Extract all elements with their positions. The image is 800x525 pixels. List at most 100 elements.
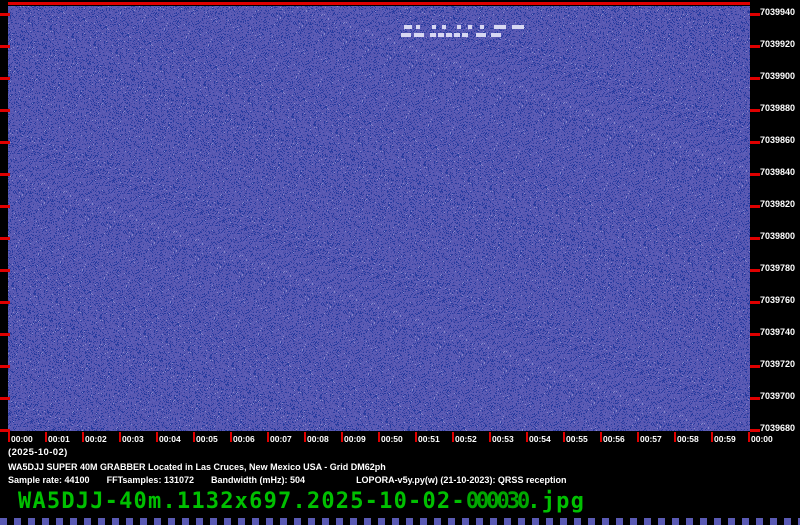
station-info-line: WA5DJJ SUPER 40M GRABBER Located in Las … <box>8 462 386 472</box>
time-label: 00:09 <box>344 434 366 444</box>
frequency-tick-right <box>750 109 760 112</box>
time-label: 00:00 <box>751 434 773 444</box>
frequency-tick-left <box>0 77 10 80</box>
software-version-label: LOPORA-v5y.py(w) (21-10-2023): QRSS rece… <box>356 475 567 485</box>
filename-extension: .jpg <box>527 489 586 514</box>
time-label: 00:54 <box>529 434 551 444</box>
time-tick <box>119 432 121 442</box>
frequency-tick-left <box>0 269 10 272</box>
time-tick <box>526 432 528 442</box>
time-tick <box>341 432 343 442</box>
time-tick <box>304 432 306 442</box>
time-label: 00:50 <box>381 434 403 444</box>
frequency-label: 7039840 <box>760 167 796 177</box>
frequency-label: 7039740 <box>760 327 796 337</box>
frequency-tick-left <box>0 301 10 304</box>
time-label: 00:53 <box>492 434 514 444</box>
time-tick <box>8 432 10 442</box>
time-tick <box>600 432 602 442</box>
frequency-tick-left <box>0 237 10 240</box>
frequency-tick-left <box>0 205 10 208</box>
time-tick <box>193 432 195 442</box>
filename-timestamp: 000030 <box>465 489 531 514</box>
time-tick <box>82 432 84 442</box>
frequency-tick-right <box>750 13 760 16</box>
frequency-tick-right <box>750 365 760 368</box>
frequency-label: 7039920 <box>760 39 796 49</box>
time-tick <box>415 432 417 442</box>
frequency-tick-right <box>750 333 760 336</box>
frequency-tick-left <box>0 45 10 48</box>
bandwidth-label: Bandwidth (mHz): 504 <box>211 475 306 485</box>
time-label: 00:52 <box>455 434 477 444</box>
time-label: 00:00 <box>11 434 33 444</box>
frequency-tick-left <box>0 13 10 16</box>
frequency-tick-right <box>750 301 760 304</box>
waterfall-canvas <box>8 6 750 431</box>
time-tick <box>637 432 639 442</box>
time-label: 00:02 <box>85 434 107 444</box>
spectrogram-top-marker <box>8 2 750 5</box>
frequency-tick-left <box>0 365 10 368</box>
time-tick <box>378 432 380 442</box>
time-label: 00:56 <box>603 434 625 444</box>
frequency-tick-right <box>750 397 760 400</box>
frequency-tick-right <box>750 205 760 208</box>
time-label: 00:59 <box>714 434 736 444</box>
frequency-label: 7039940 <box>760 7 796 17</box>
frequency-tick-right <box>750 269 760 272</box>
time-tick <box>711 432 713 442</box>
time-label: 00:06 <box>233 434 255 444</box>
time-label: 00:01 <box>48 434 70 444</box>
bottom-edge-strip <box>0 518 800 525</box>
time-tick <box>489 432 491 442</box>
time-label: 00:03 <box>122 434 144 444</box>
time-label: 00:55 <box>566 434 588 444</box>
time-tick <box>748 432 750 442</box>
frequency-label: 7039880 <box>760 103 796 113</box>
capture-settings-line: Sample rate: 44100 FFTsamples: 131072 Ba… <box>8 475 566 485</box>
time-tick <box>230 432 232 442</box>
frequency-tick-right <box>750 141 760 144</box>
frequency-tick-left <box>0 333 10 336</box>
frequency-label: 7039900 <box>760 71 796 81</box>
frequency-tick-right <box>750 77 760 80</box>
spectrogram-panel <box>8 2 750 431</box>
frequency-label: 7039700 <box>760 391 796 401</box>
frequency-label: 7039820 <box>760 199 796 209</box>
time-label: 00:58 <box>677 434 699 444</box>
frequency-label: 7039720 <box>760 359 796 369</box>
frequency-tick-right <box>750 429 760 432</box>
frequency-label: 7039860 <box>760 135 796 145</box>
time-label: 00:07 <box>270 434 292 444</box>
frequency-tick-left <box>0 397 10 400</box>
frequency-tick-left <box>0 429 10 432</box>
time-label: 00:04 <box>159 434 181 444</box>
time-tick <box>45 432 47 442</box>
time-tick <box>563 432 565 442</box>
time-label: 00:57 <box>640 434 662 444</box>
sample-rate-label: Sample rate: 44100 <box>8 475 90 485</box>
time-tick <box>156 432 158 442</box>
time-label: 00:08 <box>307 434 329 444</box>
time-tick <box>267 432 269 442</box>
time-tick <box>674 432 676 442</box>
frequency-label: 7039780 <box>760 263 796 273</box>
filename-overlay: WA5DJJ-40m.1132x697.2025-10-02-000030.jp… <box>18 489 585 514</box>
frequency-tick-left <box>0 173 10 176</box>
frequency-tick-left <box>0 141 10 144</box>
filename-prefix: WA5DJJ-40m.1132x697.2025-10-02- <box>18 489 466 514</box>
date-label: (2025-10-02) <box>8 447 68 458</box>
frequency-tick-right <box>750 237 760 240</box>
frequency-label: 7039760 <box>760 295 796 305</box>
frequency-tick-right <box>750 173 760 176</box>
time-tick <box>452 432 454 442</box>
frequency-label: 7039800 <box>760 231 796 241</box>
fft-samples-label: FFTsamples: 131072 <box>106 475 194 485</box>
time-label: 00:05 <box>196 434 218 444</box>
frequency-label: 7039680 <box>760 423 796 433</box>
frequency-tick-left <box>0 109 10 112</box>
time-label: 00:51 <box>418 434 440 444</box>
frequency-tick-right <box>750 45 760 48</box>
